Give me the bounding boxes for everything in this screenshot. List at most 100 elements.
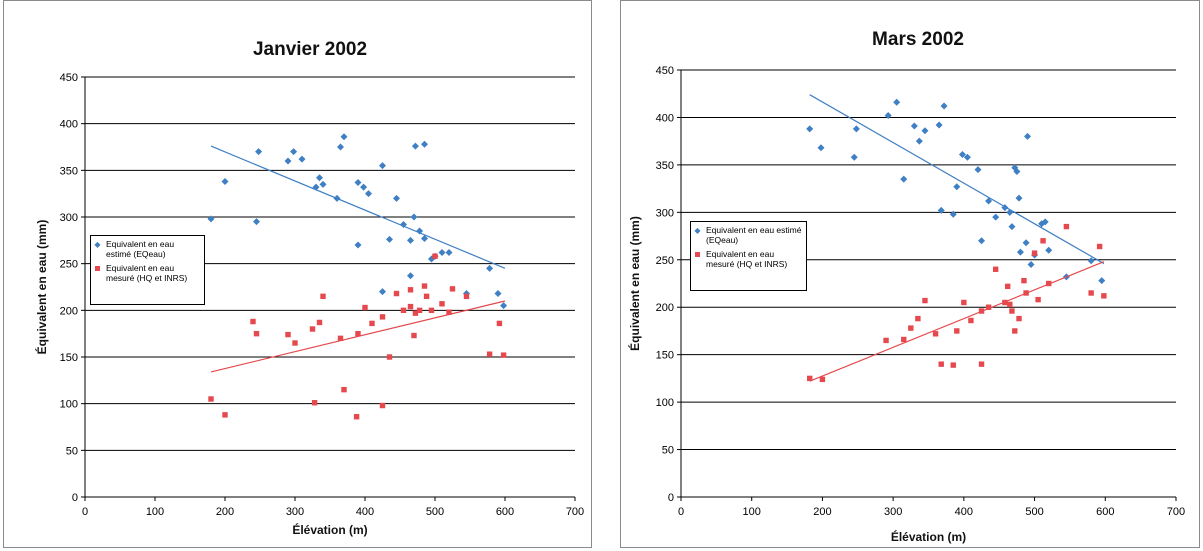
data-point-mesure (968, 317, 974, 324)
chart-title: Janvier 2002 (253, 39, 367, 60)
data-point-estime (1041, 218, 1049, 226)
data-point-mesure (250, 318, 256, 325)
data-point-estime (354, 178, 362, 186)
legend-label: Equivalent en eau estimé (EQeau) (706, 225, 802, 245)
data-point-estime (494, 290, 502, 298)
trendline-estime (809, 94, 1105, 265)
data-point-estime (1022, 239, 1030, 247)
legend-entry-estime: ◆ Equivalent en eau estimé (EQeau) (94, 239, 201, 259)
x-tick-label: 500 (1025, 506, 1043, 518)
legend-label: Equivalent en eau estimé (EQeau) (106, 239, 175, 259)
data-point-mesure (393, 290, 400, 297)
x-tick-label: 700 (1167, 506, 1185, 518)
data-point-estime (255, 148, 263, 156)
data-point-mesure (412, 310, 419, 316)
y-tick-label: 200 (656, 302, 674, 314)
data-point-mesure (807, 375, 813, 382)
trendline-mesure (809, 261, 1105, 382)
data-point-mesure (1002, 299, 1008, 306)
data-point-estime (500, 302, 508, 310)
data-point-estime (1006, 208, 1014, 216)
data-point-estime (935, 121, 943, 129)
data-point-mesure (208, 396, 214, 402)
x-tick-label: 600 (496, 506, 514, 518)
data-point-estime (992, 213, 1000, 221)
data-point-mesure (922, 297, 928, 304)
data-point-estime (974, 166, 982, 174)
x-axis-label: Élévation (m) (891, 529, 966, 544)
data-point-estime (284, 157, 292, 165)
data-point-mesure (819, 376, 826, 383)
data-point-mesure (1096, 243, 1103, 250)
x-tick-label: 100 (743, 506, 761, 518)
y-tick-label: 200 (60, 305, 78, 317)
data-point-mesure (1040, 238, 1046, 244)
data-point-estime (806, 125, 814, 133)
data-point-mesure (1021, 277, 1027, 284)
chart-title: Mars 2002 (872, 29, 964, 50)
data-point-mesure (411, 332, 417, 339)
data-point-estime (298, 155, 306, 163)
data-point-estime (337, 143, 344, 151)
y-tick-label: 300 (60, 212, 78, 224)
x-tick-label: 500 (426, 506, 444, 518)
data-point-estime (937, 206, 945, 214)
data-point-mesure (961, 299, 967, 306)
data-point-estime (949, 210, 957, 218)
data-point-mesure (428, 307, 435, 314)
data-point-mesure (292, 340, 298, 346)
data-point-estime (1016, 248, 1024, 256)
data-point-mesure (341, 386, 347, 393)
y-tick-label: 350 (60, 165, 78, 177)
data-point-mesure (379, 314, 386, 320)
data-point-estime (940, 102, 948, 110)
legend-entry-mesure: Equivalent en eau mesuré (HQ et INRS) (94, 263, 201, 283)
data-point-mesure (1009, 308, 1015, 314)
x-axis-label: Élévation (m) (292, 522, 367, 537)
data-point-mesure (421, 283, 428, 289)
data-point-mesure (1005, 283, 1011, 290)
x-tick-label: 400 (955, 506, 973, 518)
data-point-estime (1024, 132, 1031, 140)
data-point-mesure (309, 326, 316, 332)
data-point-estime (312, 183, 320, 191)
legend-entry-mesure: Equivalent en eau mesuré (HQ et INRS) (694, 249, 803, 269)
data-point-mesure (316, 319, 323, 326)
y-tick-label: 400 (656, 112, 674, 124)
data-point-estime (400, 220, 407, 228)
x-tick-label: 400 (356, 506, 374, 518)
data-point-mesure (386, 354, 393, 360)
data-point-mesure (486, 351, 493, 357)
x-tick-label: 0 (82, 506, 88, 518)
y-tick-label: 300 (656, 207, 674, 219)
legend-label: Equivalent en eau mesuré (HQ et INRS) (106, 263, 188, 283)
data-point-estime (921, 127, 929, 135)
data-point-mesure (449, 286, 456, 292)
y-tick-label: 0 (668, 492, 674, 504)
data-point-estime (207, 215, 215, 223)
data-point-estime (978, 237, 986, 245)
data-point-mesure (222, 412, 228, 418)
data-point-mesure (1023, 290, 1029, 296)
y-tick-label: 450 (656, 65, 674, 77)
data-point-mesure (337, 335, 344, 342)
y-axis-label: Équivalent en eau (mm) (627, 216, 642, 351)
trendline-mesure (210, 300, 506, 373)
data-point-mesure (950, 362, 956, 368)
data-point-mesure (1088, 290, 1094, 296)
chart-panel-janvier: 0 50 100 150 200 250 300 350 400 450 0 100 200 300 400… (3, 0, 592, 548)
data-point-mesure (978, 361, 985, 367)
data-point-estime (1001, 204, 1009, 212)
x-tick-label: 600 (1096, 506, 1114, 518)
data-point-mesure (362, 304, 368, 311)
data-point-estime (410, 213, 418, 221)
chart-panel-mars: 0 50 100 150 200 250 300 350 400 450 0 100 200 300 400… (620, 0, 1200, 548)
data-point-mesure (908, 325, 914, 331)
data-point-estime (893, 98, 901, 106)
data-point-estime (985, 197, 993, 205)
data-point-mesure (1046, 280, 1052, 287)
diamond-marker-icon: ◆ (694, 226, 701, 235)
y-tick-label: 150 (60, 352, 78, 364)
data-point-mesure (954, 328, 960, 334)
legend: ◆ Equivalent en eau estimé (EQeau) Equiva… (690, 221, 807, 291)
